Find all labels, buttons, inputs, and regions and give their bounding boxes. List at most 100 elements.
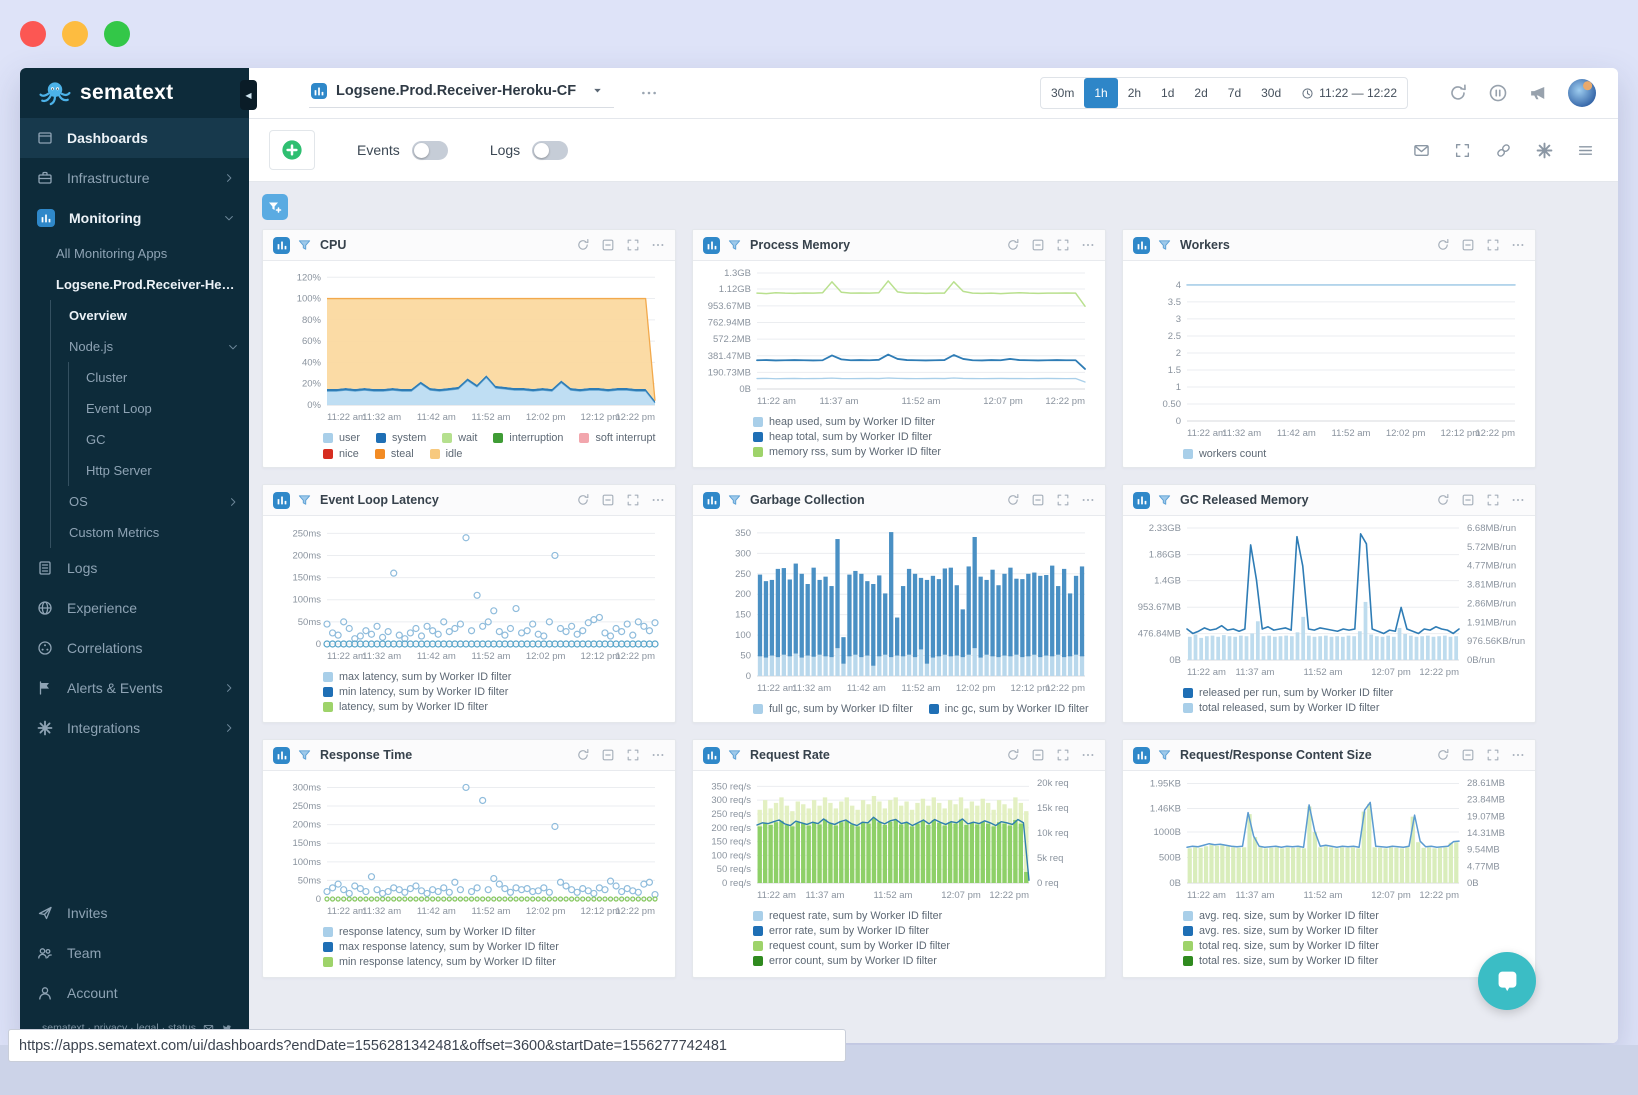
refresh-icon[interactable] (576, 748, 590, 762)
sidebar-item-alerts-events[interactable]: Alerts & Events (20, 668, 249, 708)
sidebar-collapse-toggle[interactable]: ◀ (240, 80, 257, 110)
sidebar-item-os[interactable]: OS (50, 486, 249, 517)
collapse-icon[interactable] (1461, 238, 1475, 252)
fullscreen-icon[interactable] (1056, 748, 1070, 762)
collapse-icon[interactable] (601, 238, 615, 252)
sidebar-item-dashboards[interactable]: Dashboards (20, 118, 249, 158)
fullscreen-icon[interactable] (626, 238, 640, 252)
menu-icon[interactable] (1577, 142, 1594, 159)
fullscreen-icon[interactable] (1056, 493, 1070, 507)
more-icon[interactable] (651, 238, 665, 252)
collapse-icon[interactable] (1031, 238, 1045, 252)
filter-icon[interactable] (297, 493, 312, 508)
integrations-icon[interactable] (1536, 142, 1553, 159)
share-link-icon[interactable] (1495, 142, 1512, 159)
filter-icon[interactable] (1157, 493, 1172, 508)
chart-type-icon[interactable] (1133, 237, 1150, 254)
chart-type-icon[interactable] (703, 492, 720, 509)
chart-type-icon[interactable] (1133, 492, 1150, 509)
time-range-2d[interactable]: 2d (1184, 78, 1217, 108)
more-icon[interactable] (1511, 493, 1525, 507)
sidebar-item-account[interactable]: Account (20, 973, 249, 1013)
logo[interactable]: sematext (20, 68, 249, 118)
refresh-icon[interactable] (1436, 238, 1450, 252)
collapse-icon[interactable] (1031, 748, 1045, 762)
zoom-window-button[interactable] (104, 21, 130, 47)
sidebar-item-all-monitoring-apps[interactable]: All Monitoring Apps (20, 238, 249, 269)
events-toggle[interactable] (412, 141, 448, 160)
dashboard-selector[interactable]: Logsene.Prod.Receiver-Heroku-CF (309, 79, 614, 108)
sidebar-item-gc[interactable]: GC (50, 424, 249, 455)
chart-type-icon[interactable] (273, 492, 290, 509)
sidebar-item-logs[interactable]: Logs (20, 548, 249, 588)
add-filter-button[interactable] (262, 194, 288, 220)
sidebar-item-cluster[interactable]: Cluster (50, 362, 249, 393)
fullscreen-icon[interactable] (626, 493, 640, 507)
dashboard-menu-icon[interactable] (640, 84, 658, 102)
sidebar-item-overview[interactable]: Overview (50, 300, 249, 331)
refresh-icon[interactable] (1436, 493, 1450, 507)
fullscreen-icon[interactable] (1486, 238, 1500, 252)
sidebar-item-node-js[interactable]: Node.js (50, 331, 249, 362)
sidebar-item-infrastructure[interactable]: Infrastructure (20, 158, 249, 198)
sidebar-item-correlations[interactable]: Correlations (20, 628, 249, 668)
close-window-button[interactable] (20, 21, 46, 47)
avatar[interactable] (1568, 79, 1596, 107)
fullscreen-icon[interactable] (1454, 142, 1471, 159)
time-range-7d[interactable]: 7d (1218, 78, 1251, 108)
filter-icon[interactable] (727, 493, 742, 508)
refresh-icon[interactable] (1006, 493, 1020, 507)
sidebar-item-monitoring[interactable]: Monitoring (20, 198, 249, 238)
collapse-icon[interactable] (1031, 493, 1045, 507)
time-range-2h[interactable]: 2h (1118, 78, 1151, 108)
add-widget-button[interactable] (269, 130, 315, 170)
refresh-icon[interactable] (1006, 748, 1020, 762)
sidebar-item-http-server[interactable]: Http Server (50, 455, 249, 486)
filter-icon[interactable] (1157, 238, 1172, 253)
email-report-icon[interactable] (1413, 142, 1430, 159)
collapse-icon[interactable] (601, 493, 615, 507)
filter-icon[interactable] (727, 748, 742, 763)
logs-toggle[interactable] (532, 141, 568, 160)
time-range-30m[interactable]: 30m (1041, 78, 1084, 108)
filter-icon[interactable] (297, 748, 312, 763)
sidebar-item-team[interactable]: Team (20, 933, 249, 973)
filter-icon[interactable] (727, 238, 742, 253)
filter-icon[interactable] (1157, 748, 1172, 763)
custom-time-range[interactable]: 11:22 — 12:22 (1291, 78, 1407, 108)
refresh-icon[interactable] (576, 493, 590, 507)
more-icon[interactable] (651, 748, 665, 762)
collapse-icon[interactable] (1461, 493, 1475, 507)
collapse-icon[interactable] (601, 748, 615, 762)
more-icon[interactable] (651, 493, 665, 507)
fullscreen-icon[interactable] (626, 748, 640, 762)
more-icon[interactable] (1511, 748, 1525, 762)
time-range-1h[interactable]: 1h (1084, 78, 1117, 108)
chart-type-icon[interactable] (273, 237, 290, 254)
filter-icon[interactable] (297, 238, 312, 253)
chart-type-icon[interactable] (1133, 747, 1150, 764)
sidebar-item-logsene-prod-receiver-heroku[interactable]: Logsene.Prod.Receiver-Heroku-... (20, 269, 249, 300)
refresh-icon[interactable] (1448, 83, 1468, 103)
chart-type-icon[interactable] (703, 747, 720, 764)
refresh-icon[interactable] (1436, 748, 1450, 762)
fullscreen-icon[interactable] (1056, 238, 1070, 252)
collapse-icon[interactable] (1461, 748, 1475, 762)
chart-type-icon[interactable] (273, 747, 290, 764)
refresh-icon[interactable] (576, 238, 590, 252)
megaphone-icon[interactable] (1528, 83, 1548, 103)
sidebar-item-integrations[interactable]: Integrations (20, 708, 249, 748)
time-range-30d[interactable]: 30d (1251, 78, 1291, 108)
chart-type-icon[interactable] (703, 237, 720, 254)
chat-widget-button[interactable] (1478, 952, 1536, 1010)
sidebar-item-event-loop[interactable]: Event Loop (50, 393, 249, 424)
sidebar-item-experience[interactable]: Experience (20, 588, 249, 628)
fullscreen-icon[interactable] (1486, 493, 1500, 507)
sidebar-item-invites[interactable]: Invites (20, 893, 249, 933)
fullscreen-icon[interactable] (1486, 748, 1500, 762)
more-icon[interactable] (1081, 748, 1095, 762)
time-range-1d[interactable]: 1d (1151, 78, 1184, 108)
more-icon[interactable] (1511, 238, 1525, 252)
sidebar-item-custom-metrics[interactable]: Custom Metrics (50, 517, 249, 548)
refresh-icon[interactable] (1006, 238, 1020, 252)
